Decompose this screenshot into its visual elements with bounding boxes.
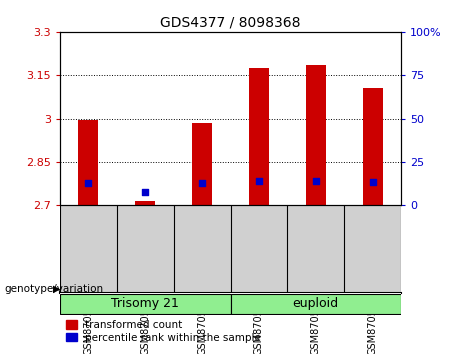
Text: ▶: ▶	[53, 284, 60, 293]
Text: genotype/variation: genotype/variation	[5, 284, 104, 293]
Bar	[135, 201, 155, 205]
Bar	[249, 68, 269, 205]
FancyBboxPatch shape	[230, 295, 401, 314]
FancyBboxPatch shape	[60, 295, 230, 314]
Point	[369, 179, 376, 185]
Point	[255, 178, 263, 183]
Bar	[78, 120, 98, 205]
Bar	[306, 65, 326, 205]
Point	[312, 178, 319, 183]
Point	[198, 181, 206, 186]
Point	[85, 181, 92, 186]
Point	[142, 189, 149, 195]
Bar	[192, 123, 212, 205]
Text: euploid: euploid	[293, 297, 339, 310]
Text: Trisomy 21: Trisomy 21	[111, 297, 179, 310]
Legend: transformed count, percentile rank within the sample: transformed count, percentile rank withi…	[65, 319, 262, 344]
Bar	[363, 88, 383, 205]
Title: GDS4377 / 8098368: GDS4377 / 8098368	[160, 15, 301, 29]
